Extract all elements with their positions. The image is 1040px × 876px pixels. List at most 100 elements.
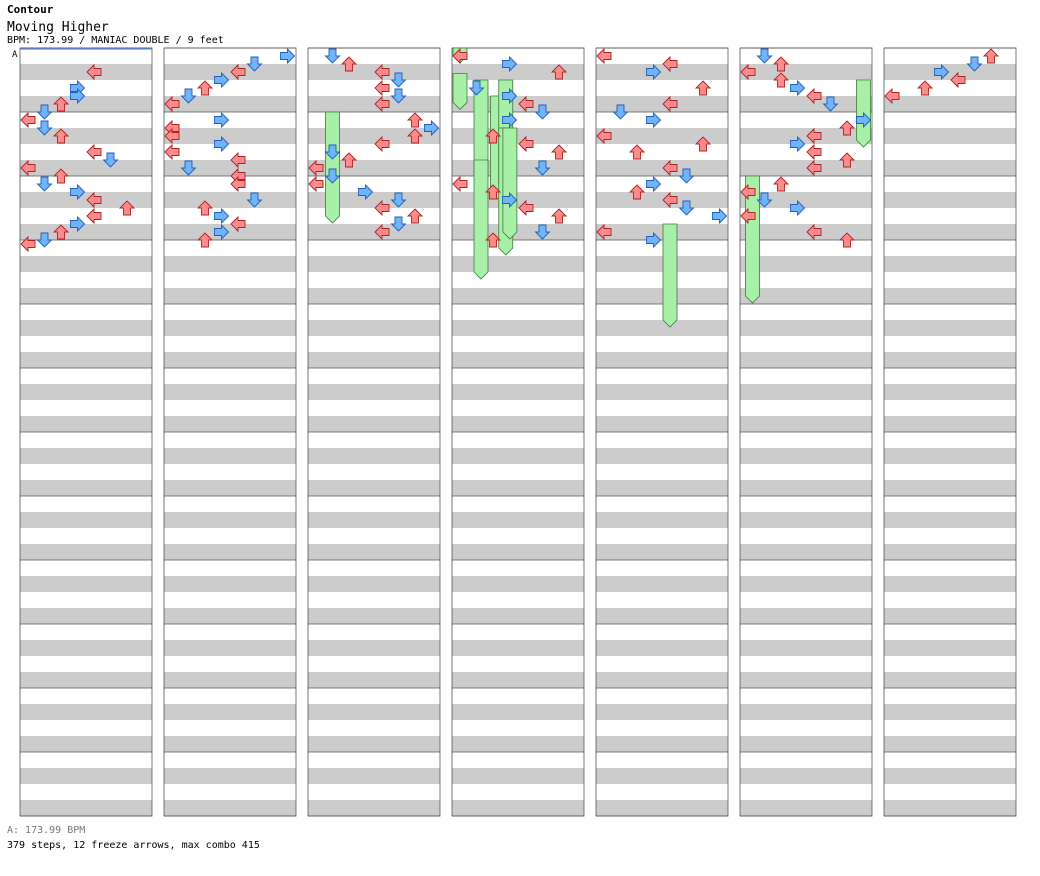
beat-band — [20, 448, 152, 464]
chart-column — [739, 47, 873, 817]
arrow-shape — [324, 168, 341, 184]
beat-band — [452, 704, 584, 720]
beat-band — [164, 576, 296, 592]
arrow-shape — [374, 199, 390, 217]
beat-band — [884, 448, 1016, 464]
beat-band — [884, 320, 1016, 336]
arrow-shape — [662, 95, 678, 113]
beat-band — [20, 192, 152, 208]
beat-band — [452, 544, 584, 560]
beat-band — [884, 96, 1016, 112]
arrow-shape — [806, 159, 822, 177]
beat-band — [164, 160, 296, 176]
arrow-shape — [534, 160, 551, 176]
arrow-shape — [662, 191, 678, 209]
arrow-shape — [646, 111, 662, 129]
bpm-legend: A: 173.99 BPM — [7, 825, 86, 836]
arrow-shape — [20, 159, 36, 177]
beat-band — [164, 704, 296, 720]
arrow-shape — [662, 55, 678, 73]
beat-band — [452, 384, 584, 400]
arrow-shape — [806, 87, 822, 105]
arrow-shape — [756, 192, 773, 208]
right-arrow — [934, 63, 950, 81]
beat-band — [20, 320, 152, 336]
beat-band — [308, 672, 440, 688]
left-arrow — [518, 135, 534, 153]
down-arrow — [246, 56, 263, 72]
arrow-shape — [52, 128, 70, 144]
freeze-body — [662, 223, 678, 328]
beat-band — [740, 480, 872, 496]
arrow-shape — [518, 135, 534, 153]
beat-band — [20, 672, 152, 688]
arrow-shape — [308, 175, 324, 193]
beat-band — [596, 160, 728, 176]
down-arrow — [534, 104, 551, 120]
arrow-shape — [390, 72, 407, 88]
left-arrow — [596, 47, 612, 65]
arrow-shape — [102, 152, 119, 168]
up-arrow — [550, 64, 568, 80]
arrow-shape — [86, 63, 102, 81]
beat-band — [308, 448, 440, 464]
up-arrow — [838, 232, 856, 248]
chart-column — [451, 47, 585, 817]
right-arrow — [424, 119, 440, 137]
beat-band — [452, 768, 584, 784]
arrow-shape — [484, 184, 502, 200]
down-arrow — [324, 168, 341, 184]
chart-column — [595, 47, 729, 817]
arrow-shape — [230, 151, 246, 169]
arrow-shape — [52, 224, 70, 240]
left-arrow — [662, 191, 678, 209]
arrow-shape — [712, 207, 728, 225]
beat-band — [308, 640, 440, 656]
arrow-shape — [214, 223, 230, 241]
arrow-shape — [86, 143, 102, 161]
beat-band — [20, 128, 152, 144]
beat-band — [884, 512, 1016, 528]
right-arrow — [646, 231, 662, 249]
beat-band — [452, 736, 584, 752]
up-arrow — [550, 208, 568, 224]
beat-band — [452, 64, 584, 80]
arrow-shape — [838, 120, 856, 136]
beat-band — [740, 704, 872, 720]
arrow-shape — [662, 159, 678, 177]
beat-band — [452, 480, 584, 496]
arrow-shape — [934, 63, 950, 81]
beat-band — [884, 224, 1016, 240]
beat-band — [164, 64, 296, 80]
arrow-shape — [628, 144, 646, 160]
arrow-shape — [246, 56, 263, 72]
left-arrow — [662, 95, 678, 113]
arrow-shape — [822, 96, 839, 112]
left-arrow — [662, 159, 678, 177]
up-arrow — [52, 96, 70, 112]
beat-band — [164, 224, 296, 240]
beat-band — [20, 224, 152, 240]
beat-band — [308, 416, 440, 432]
beat-band — [596, 224, 728, 240]
arrow-shape — [884, 87, 900, 105]
arrow-shape — [628, 184, 646, 200]
up-arrow — [772, 56, 790, 72]
left-arrow — [518, 95, 534, 113]
beat-band — [20, 416, 152, 432]
right-arrow — [502, 55, 518, 73]
beat-band — [740, 768, 872, 784]
arrow-shape — [502, 191, 518, 209]
beat-band — [596, 704, 728, 720]
column-border — [163, 47, 297, 817]
arrow-shape — [308, 159, 324, 177]
beat-band — [596, 544, 728, 560]
arrow-shape — [646, 63, 662, 81]
beat-band — [596, 288, 728, 304]
up-arrow — [196, 200, 214, 216]
arrow-shape — [646, 231, 662, 249]
down-arrow — [180, 88, 197, 104]
arrow-shape — [406, 128, 424, 144]
up-arrow — [52, 168, 70, 184]
beat-band — [20, 352, 152, 368]
